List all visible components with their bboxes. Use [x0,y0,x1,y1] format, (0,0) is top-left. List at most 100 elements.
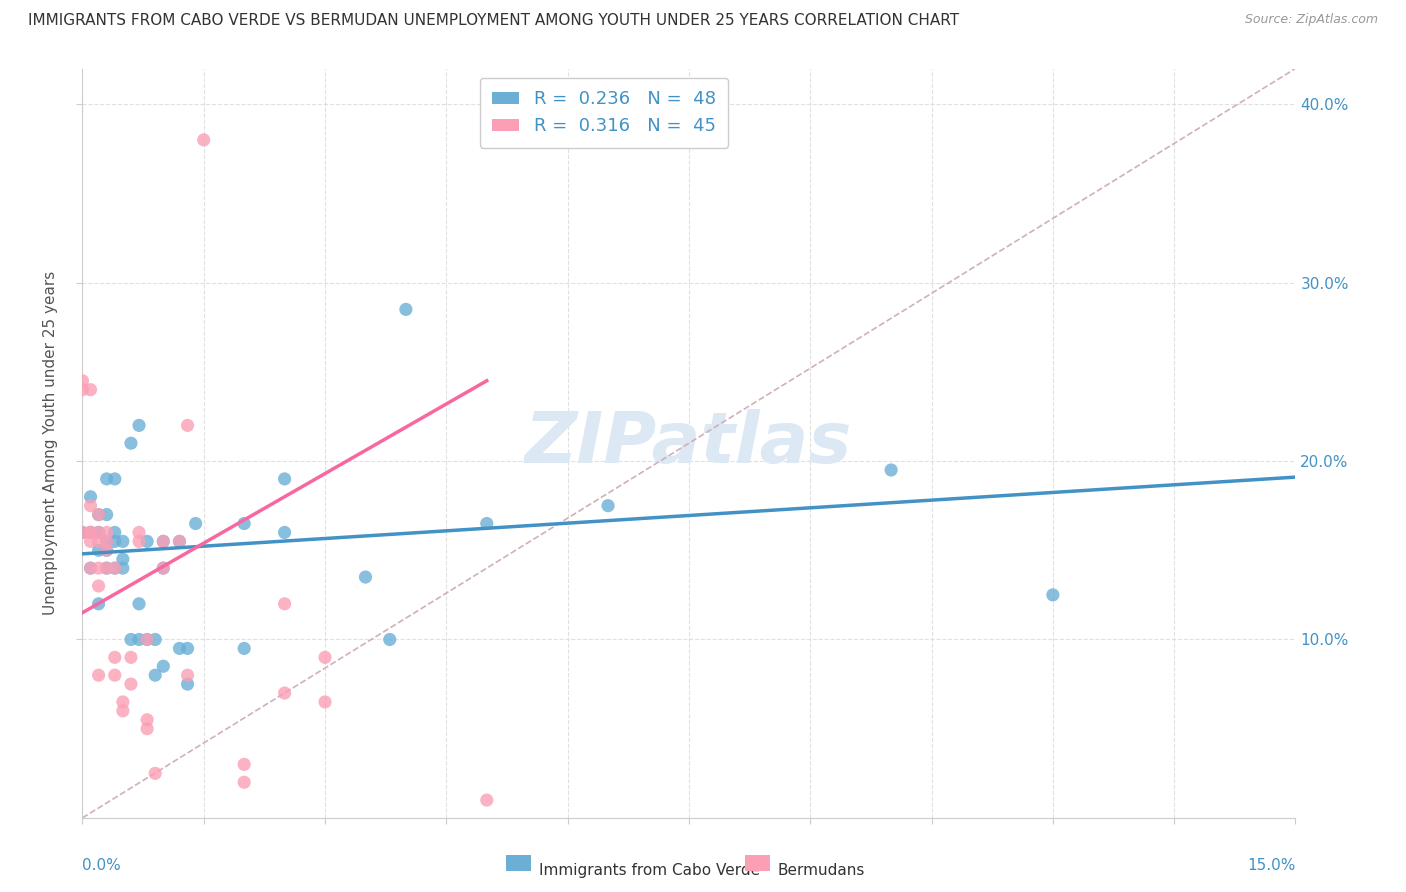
Point [233,516,256,531]
Point [273,472,295,486]
Point [87,543,110,558]
Point [128,632,150,647]
Point [79,383,101,397]
Point [136,632,159,647]
Point [314,695,336,709]
Point [111,552,134,566]
Point [79,525,101,540]
Point [128,525,150,540]
Point [128,534,150,549]
Point [273,686,295,700]
Point [96,534,118,549]
Point [152,534,174,549]
Point [169,534,191,549]
Legend: R =  0.236   N =  48, R =  0.316   N =  45: R = 0.236 N = 48, R = 0.316 N = 45 [479,78,728,148]
Point [87,525,110,540]
Point [184,516,207,531]
Point [79,525,101,540]
Point [233,775,256,789]
Point [104,668,127,682]
Point [233,757,256,772]
Point [475,516,498,531]
Point [96,472,118,486]
Point [87,525,110,540]
Point [128,597,150,611]
Point [378,632,401,647]
Point [87,561,110,575]
Text: 0.0%: 0.0% [83,858,121,873]
Point [152,534,174,549]
Point [169,534,191,549]
Text: Immigrants from Cabo Verde: Immigrants from Cabo Verde [538,863,759,878]
Point [596,499,619,513]
Point [72,525,94,540]
Point [87,597,110,611]
Point [354,570,377,584]
Point [111,534,134,549]
Point [1042,588,1064,602]
Point [96,525,118,540]
Text: Bermudans: Bermudans [778,863,865,878]
Point [176,641,198,656]
Point [111,695,134,709]
Text: IMMIGRANTS FROM CABO VERDE VS BERMUDAN UNEMPLOYMENT AMONG YOUTH UNDER 25 YEARS C: IMMIGRANTS FROM CABO VERDE VS BERMUDAN U… [28,13,959,29]
Point [143,632,166,647]
Point [233,641,256,656]
Point [104,525,127,540]
Point [96,543,118,558]
Point [96,561,118,575]
Text: Source: ZipAtlas.com: Source: ZipAtlas.com [1244,13,1378,27]
Point [152,659,174,673]
Point [96,508,118,522]
Point [87,668,110,682]
Point [79,490,101,504]
Point [72,525,94,540]
Point [104,534,127,549]
Point [143,766,166,780]
Point [128,418,150,433]
Point [111,561,134,575]
Point [120,632,142,647]
Point [880,463,903,477]
Point [104,650,127,665]
Point [96,543,118,558]
Point [72,374,94,388]
Point [152,561,174,575]
Point [193,133,215,147]
Point [169,641,191,656]
Point [111,704,134,718]
Point [395,302,418,317]
Y-axis label: Unemployment Among Youth under 25 years: Unemployment Among Youth under 25 years [44,271,58,615]
Point [136,713,159,727]
Point [120,436,142,450]
Point [87,508,110,522]
Point [79,499,101,513]
Point [104,472,127,486]
Point [96,561,118,575]
Point [273,597,295,611]
Text: ZIPatlas: ZIPatlas [526,409,852,478]
Point [87,534,110,549]
Point [87,579,110,593]
Point [176,418,198,433]
Point [87,508,110,522]
Point [176,677,198,691]
Point [120,677,142,691]
Point [176,668,198,682]
Point [143,668,166,682]
Point [120,650,142,665]
Point [104,561,127,575]
Point [273,525,295,540]
Point [79,534,101,549]
Point [136,632,159,647]
Point [79,525,101,540]
Point [152,561,174,575]
Point [136,722,159,736]
Point [79,561,101,575]
Point [96,534,118,549]
Point [475,793,498,807]
Point [79,561,101,575]
Text: 15.0%: 15.0% [1247,858,1295,873]
Point [72,383,94,397]
Point [314,650,336,665]
